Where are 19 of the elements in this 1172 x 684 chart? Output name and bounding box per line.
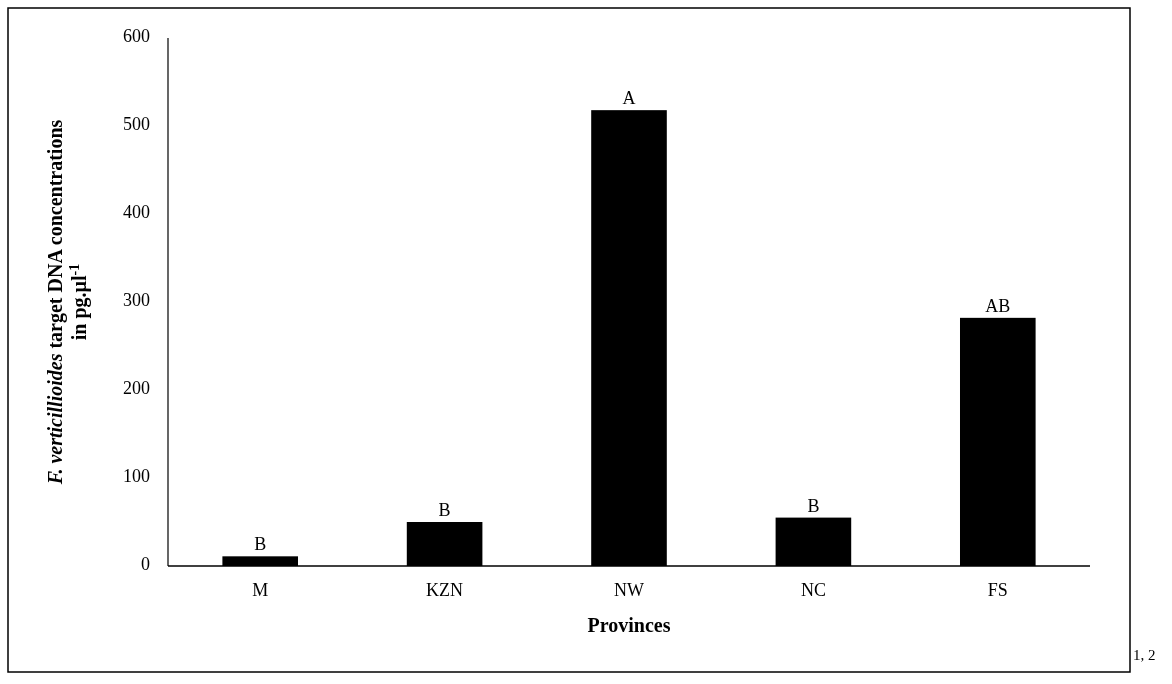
y-tick-label: 300 bbox=[123, 290, 150, 311]
y-tick-label: 200 bbox=[123, 378, 150, 399]
data-label: A bbox=[622, 88, 636, 109]
y-tick-label: 0 bbox=[141, 554, 150, 575]
y-tick-label: 400 bbox=[123, 202, 150, 223]
x-tick-label: NC bbox=[800, 580, 826, 601]
data-label: AB bbox=[985, 295, 1011, 316]
data-label: B bbox=[807, 495, 820, 516]
x-tick-label: FS bbox=[987, 580, 1008, 601]
x-axis-title: Provinces bbox=[587, 614, 671, 636]
data-label: B bbox=[254, 534, 267, 555]
text: 1, 2 bbox=[1133, 647, 1156, 663]
x-tick-label: NW bbox=[614, 580, 644, 601]
y-tick-label: 500 bbox=[123, 114, 150, 135]
data-label: B bbox=[438, 500, 451, 520]
y-tick-label: 100 bbox=[123, 466, 150, 487]
x-tick-label: KZN bbox=[426, 580, 464, 601]
y-tick-label: 600 bbox=[123, 26, 150, 47]
x-tick-label: M bbox=[252, 580, 269, 601]
